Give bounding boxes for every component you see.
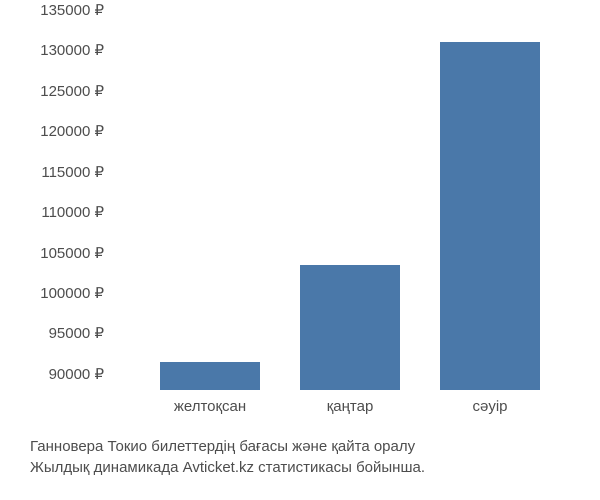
y-tick-label: 120000 ₽: [40, 122, 104, 140]
bar: [160, 362, 260, 390]
price-bar-chart: Ганновера Токио билеттердің бағасы және …: [0, 0, 600, 500]
y-tick-label: 125000 ₽: [40, 82, 104, 100]
x-tick-label: қаңтар: [327, 398, 374, 415]
caption-line-1: Ганновера Токио билеттердің бағасы және …: [30, 436, 425, 457]
y-tick-label: 105000 ₽: [40, 244, 104, 262]
x-tick-label: сәуір: [472, 398, 507, 415]
plot-area: [110, 10, 580, 390]
caption-line-2: Жылдық динамикада Avticket.kz статистика…: [30, 457, 425, 478]
bar: [440, 42, 540, 390]
y-tick-label: 130000 ₽: [40, 41, 104, 59]
y-tick-label: 95000 ₽: [49, 324, 104, 342]
bar: [300, 265, 400, 390]
chart-caption: Ганновера Токио билеттердің бағасы және …: [30, 436, 425, 478]
y-tick-label: 135000 ₽: [40, 1, 104, 19]
y-tick-label: 90000 ₽: [49, 365, 104, 383]
y-tick-label: 115000 ₽: [41, 163, 104, 181]
y-tick-label: 110000 ₽: [41, 203, 104, 221]
y-tick-label: 100000 ₽: [40, 284, 104, 302]
x-tick-label: желтоқсан: [174, 398, 246, 415]
